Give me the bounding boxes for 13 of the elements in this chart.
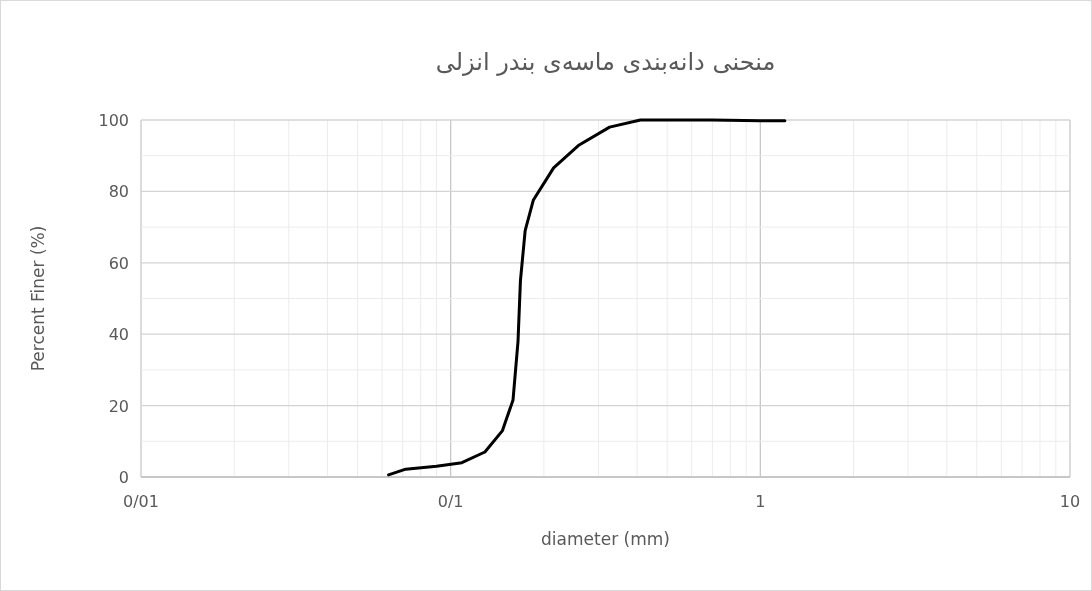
y-tick-label: 100 [98, 111, 129, 130]
x-tick-label: 0/01 [123, 492, 159, 511]
y-axis-title: Percent Finer (%) [28, 225, 48, 372]
x-axis-title: diameter (mm) [541, 529, 670, 549]
y-tick-label: 80 [108, 182, 129, 202]
x-tick-label: 1 [755, 492, 766, 511]
y-tick-label: 20 [108, 396, 129, 416]
x-tick-label: 0/1 [437, 492, 464, 511]
chart-title: منحنی دانه‌بندی ماسه‌ی بندر انزلی [435, 48, 776, 76]
y-tick-label: 60 [108, 253, 129, 273]
y-tick-label: 40 [108, 325, 129, 345]
y-tick-label: 0 [118, 468, 129, 487]
x-tick-label: 10 [1059, 492, 1081, 511]
